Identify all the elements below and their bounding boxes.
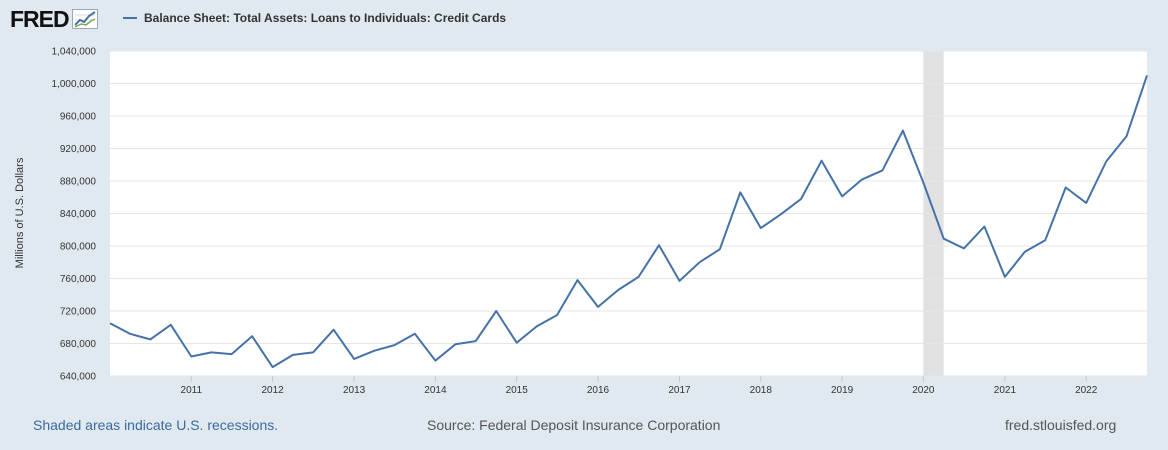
y-tick-label: 1,000,000 bbox=[52, 79, 97, 90]
data-point bbox=[1084, 200, 1089, 205]
y-axis-ticks: 640,000 680,000 720,000 760,000 800,000 840,0… bbox=[52, 47, 97, 383]
fred-logo-text: FRED bbox=[10, 6, 70, 32]
data-point bbox=[799, 196, 804, 201]
y-tick-label: 680,000 bbox=[60, 339, 97, 350]
data-point bbox=[880, 168, 885, 173]
data-point bbox=[290, 352, 295, 357]
y-tick-label: 760,000 bbox=[60, 274, 97, 285]
data-point bbox=[372, 348, 377, 353]
data-point bbox=[1022, 249, 1027, 254]
data-point bbox=[819, 158, 824, 163]
y-tick-label: 800,000 bbox=[60, 242, 97, 253]
y-tick-label: 840,000 bbox=[60, 209, 97, 220]
trend-line-icon bbox=[71, 9, 98, 29]
data-point bbox=[534, 324, 539, 329]
data-point bbox=[514, 340, 519, 345]
x-tick-label: 2017 bbox=[668, 385, 691, 396]
data-point bbox=[921, 180, 926, 185]
legend-swatch bbox=[123, 17, 137, 19]
data-point bbox=[229, 352, 234, 357]
x-tick-label: 2014 bbox=[424, 385, 447, 396]
x-tick-label: 2015 bbox=[506, 385, 529, 396]
line-chart[interactable]: 640,000 680,000 720,000 760,000 800,000 840,0… bbox=[0, 0, 1168, 410]
data-point bbox=[392, 343, 397, 348]
data-point bbox=[270, 365, 275, 370]
legend-label[interactable]: Balance Sheet: Total Assets: Loans to In… bbox=[144, 11, 507, 25]
data-point bbox=[148, 337, 153, 342]
data-point bbox=[1063, 185, 1068, 190]
data-point bbox=[1043, 238, 1048, 243]
fred-logo[interactable]: FRED bbox=[10, 7, 98, 31]
data-point bbox=[1124, 134, 1129, 139]
series-line[interactable] bbox=[109, 75, 1148, 369]
y-tick-label: 720,000 bbox=[60, 307, 97, 318]
data-point bbox=[352, 356, 357, 361]
data-point bbox=[209, 350, 214, 355]
data-point bbox=[412, 331, 417, 336]
x-tick-label: 2016 bbox=[587, 385, 610, 396]
data-point bbox=[941, 236, 946, 241]
data-point bbox=[108, 321, 113, 326]
data-point bbox=[636, 274, 641, 279]
chart-legend: Balance Sheet: Total Assets: Loans to In… bbox=[123, 11, 506, 25]
data-point bbox=[717, 247, 722, 252]
data-point bbox=[860, 177, 865, 182]
x-tick-label: 2018 bbox=[750, 385, 773, 396]
data-point bbox=[555, 313, 560, 318]
data-point bbox=[1002, 274, 1007, 279]
data-point bbox=[473, 339, 478, 344]
source-note: Source: Federal Deposit Insurance Corpor… bbox=[427, 417, 721, 433]
x-tick-label: 2019 bbox=[831, 385, 854, 396]
x-tick-label: 2022 bbox=[1075, 385, 1098, 396]
site-link[interactable]: fred.stlouisfed.org bbox=[1005, 417, 1117, 433]
y-tick-label: 640,000 bbox=[60, 372, 97, 383]
data-point bbox=[128, 331, 133, 336]
data-point bbox=[595, 304, 600, 309]
data-point bbox=[738, 190, 743, 195]
x-tick-label: 2011 bbox=[181, 385, 203, 396]
data-point bbox=[657, 243, 662, 248]
chart-header: FRED Balance Sheet: Total Assets: Loans … bbox=[0, 0, 1168, 40]
data-point bbox=[168, 322, 173, 327]
y-tick-label: 880,000 bbox=[60, 177, 97, 188]
data-point bbox=[778, 212, 783, 217]
x-tick-label: 2021 bbox=[994, 385, 1017, 396]
data-point bbox=[1104, 159, 1109, 164]
data-point bbox=[840, 194, 845, 199]
x-tick-label: 2020 bbox=[912, 385, 935, 396]
x-tick-label: 2012 bbox=[261, 385, 284, 396]
data-point bbox=[677, 278, 682, 283]
y-tick-label: 920,000 bbox=[60, 144, 97, 155]
data-point bbox=[616, 287, 621, 292]
data-point bbox=[697, 260, 702, 265]
data-point bbox=[575, 278, 580, 283]
y-tick-label: 1,040,000 bbox=[52, 47, 97, 58]
x-tick-label: 2013 bbox=[343, 385, 366, 396]
data-point bbox=[758, 226, 763, 231]
data-point bbox=[189, 354, 194, 359]
data-point bbox=[433, 358, 438, 363]
data-point bbox=[1145, 73, 1150, 78]
data-point bbox=[331, 327, 336, 332]
data-point bbox=[900, 128, 905, 133]
y-axis-title: Millions of U.S. Dollars bbox=[14, 157, 26, 268]
data-point bbox=[982, 224, 987, 229]
gridlines bbox=[110, 50, 1147, 377]
data-point bbox=[494, 309, 499, 314]
data-point bbox=[961, 246, 966, 251]
recession-note: Shaded areas indicate U.S. recessions. bbox=[33, 417, 279, 433]
data-point bbox=[453, 342, 458, 347]
data-point bbox=[250, 334, 255, 339]
data-point bbox=[311, 350, 316, 355]
y-tick-label: 960,000 bbox=[60, 112, 97, 123]
x-axis-ticks: 2011 2012 2013 2014 2015 2016 2017 2018 2019 2020… bbox=[181, 376, 1098, 396]
